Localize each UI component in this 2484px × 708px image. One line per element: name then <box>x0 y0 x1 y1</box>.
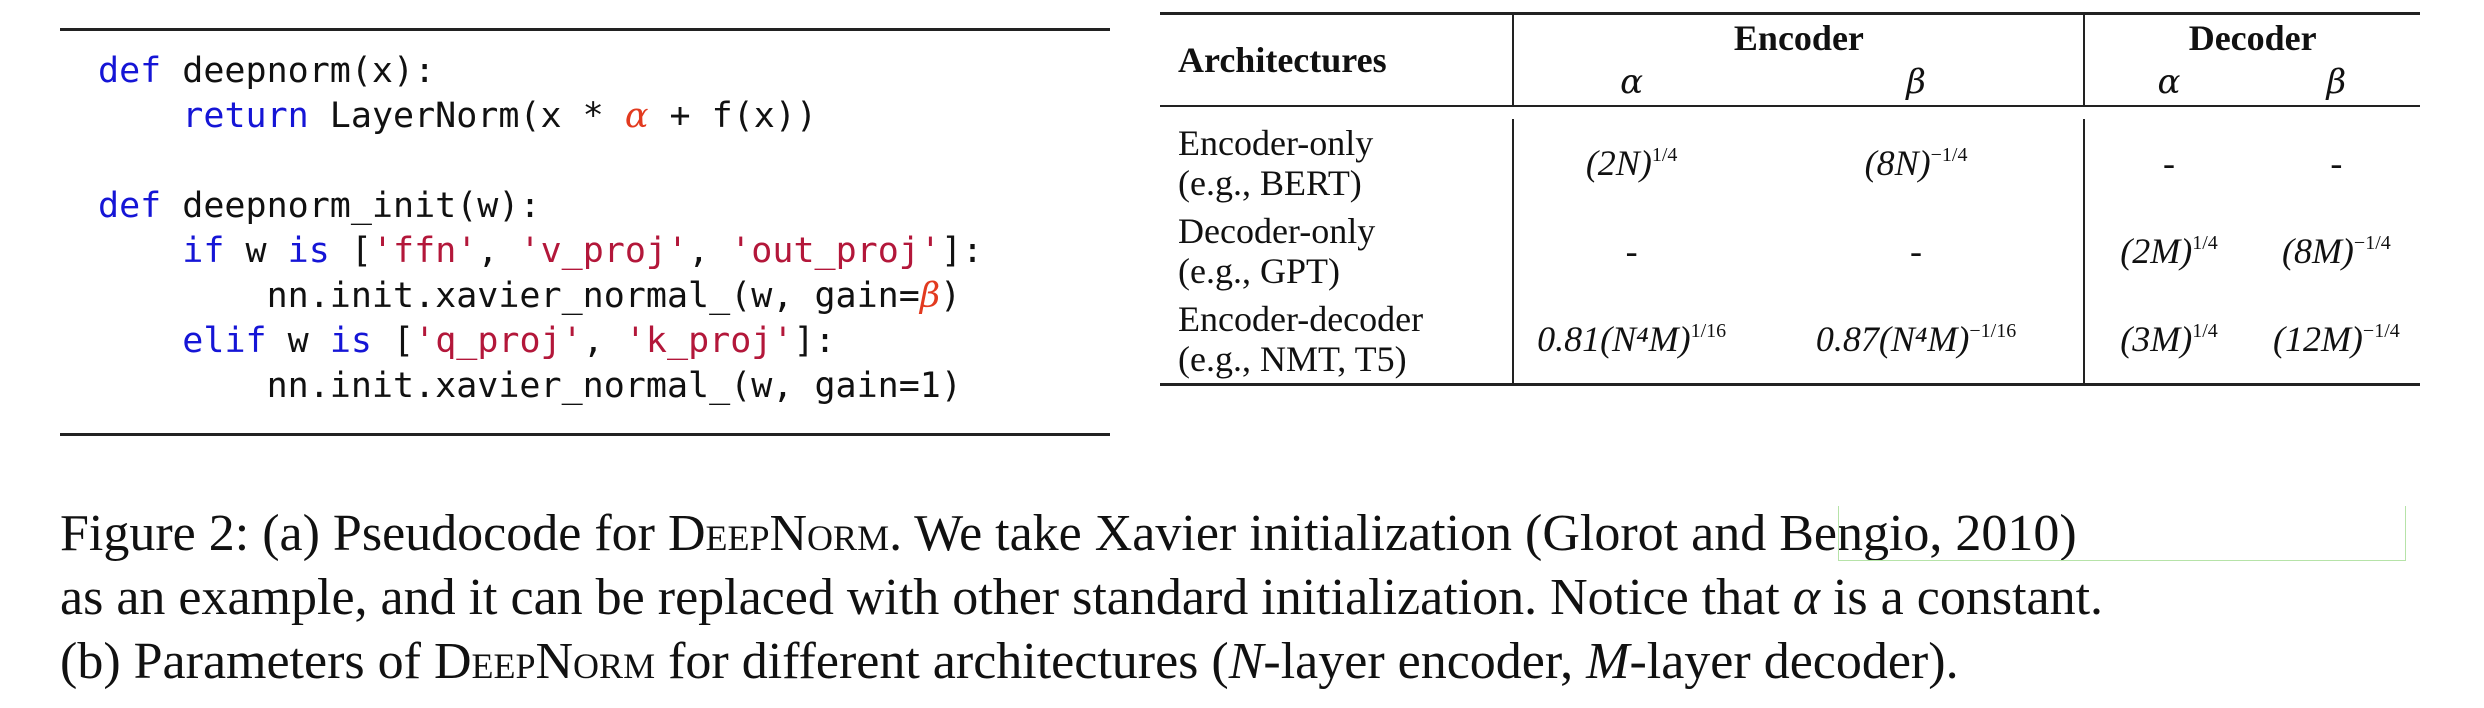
architecture-cell: Encoder-decoder (e.g., NMT, T5) <box>1160 295 1515 385</box>
pseudocode-panel: def deepnorm(x): return LayerNorm(x * α … <box>60 28 1110 436</box>
code-line <box>98 139 983 184</box>
decoder-alpha-cell: - <box>2163 143 2176 183</box>
pseudocode-block: def deepnorm(x): return LayerNorm(x * α … <box>98 49 983 409</box>
table-row: Decoder-only (e.g., GPT) - - (2M)1/4 (8M)−1/4 <box>1160 207 2420 295</box>
encoder-alpha-cell: 0.81(N⁴M)1/16 <box>1537 319 1727 359</box>
caption-line-1: Figure 2: (a) Pseudocode for DeepNorm. W… <box>60 505 2077 562</box>
deepnorm-name: DeepNorm <box>667 505 890 562</box>
code-line: return LayerNorm(x * α + f(x)) <box>182 96 818 136</box>
header-encoder-beta: β <box>1748 59 2086 106</box>
parameters-table: Architectures Encoder Decoder α β α β En… <box>1160 12 2420 387</box>
encoder-beta-cell: - <box>1748 207 2086 295</box>
encoder-alpha-cell: - <box>1625 231 1638 271</box>
code-line: nn.init.xavier_normal_(w, gain=β) <box>98 276 962 316</box>
decoder-beta-cell: - <box>2330 143 2343 183</box>
header-decoder-beta: β <box>2326 62 2347 102</box>
code-line: def deepnorm_init(w): <box>98 186 541 226</box>
code-line: def deepnorm(x): <box>98 51 436 91</box>
decoder-alpha-cell: (2M)1/4 <box>2120 231 2218 271</box>
decoder-beta-cell: (8M)−1/4 <box>2281 231 2391 271</box>
header-encoder-alpha: α <box>1620 62 1644 102</box>
encoder-alpha-cell: (2N)1/4 <box>1585 143 1678 183</box>
code-line: nn.init.xavier_normal_(w, gain=1) <box>98 366 962 406</box>
header-architectures: Architectures <box>1160 15 1515 106</box>
caption-line-2: as an example, and it can be replaced wi… <box>60 569 2104 626</box>
encoder-beta-cell: 0.87(N⁴M)−1/16 <box>1748 295 2086 385</box>
architecture-cell: Encoder-only (e.g., BERT) <box>1160 119 1515 207</box>
code-line: elif w is ['q_proj', 'k_proj']: <box>182 321 836 361</box>
figure-caption: Figure 2: (a) Pseudocode for DeepNorm. W… <box>60 502 2440 694</box>
architecture-cell: Decoder-only (e.g., GPT) <box>1160 207 1515 295</box>
header-encoder: Encoder <box>1513 15 2086 59</box>
table-row: Encoder-only (e.g., BERT) (2N)1/4 (8N)−1/4 -… <box>1160 119 2420 207</box>
decoder-alpha-cell: (3M)1/4 <box>2120 319 2218 359</box>
header-decoder-alpha: α <box>2157 62 2181 102</box>
decoder-beta-cell: (12M)−1/4 <box>2272 319 2400 359</box>
header-decoder: Decoder <box>2188 18 2317 58</box>
code-line: if w is ['ffn', 'v_proj', 'out_proj']: <box>182 231 984 271</box>
caption-line-3: (b) Parameters of DeepNorm for different… <box>60 633 1959 690</box>
table-row: Encoder-decoder (e.g., NMT, T5) 0.81(N⁴M)1… <box>1160 295 2420 385</box>
encoder-beta-cell: (8N)−1/4 <box>1748 119 2086 207</box>
